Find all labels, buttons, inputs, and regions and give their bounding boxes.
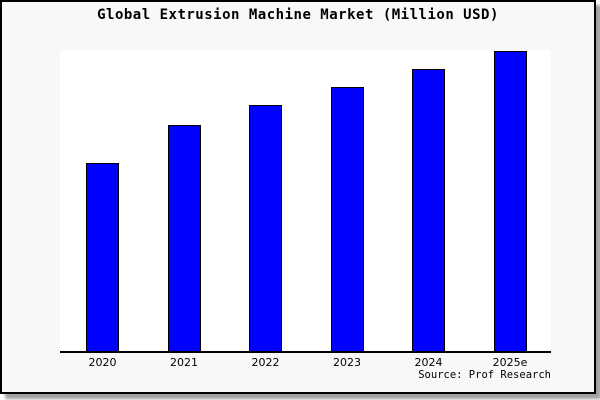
bar-2021 [167,125,201,351]
x-tick-label-2023: 2023 [333,356,361,369]
bar-2024 [412,69,445,351]
bar-2023 [330,87,364,351]
x-tick-label-2024: 2024 [414,356,443,369]
chart-frame: Global Extrusion Machine Market (Million… [0,0,596,394]
plot-area [60,50,551,353]
chart-title: Global Extrusion Machine Market (Million… [97,7,499,23]
x-tick-label-2020: 2020 [88,356,117,369]
x-tick-label-2025e: 2025e [492,356,528,369]
bar-2020 [86,163,119,351]
x-tick-label-2022: 2022 [251,356,280,369]
bar-2022 [249,105,282,351]
bar-2025e [493,51,527,351]
source-credit: Source: Prof Research [418,369,551,381]
x-tick-label-2021: 2021 [170,356,198,369]
